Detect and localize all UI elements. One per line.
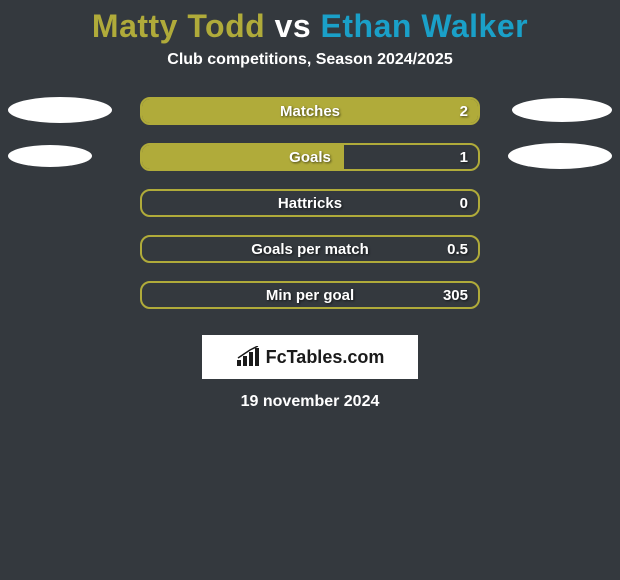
stat-bar: Goals per match0.5: [140, 235, 480, 263]
stat-label: Hattricks: [142, 195, 478, 212]
stat-row: Hattricks0: [0, 189, 620, 235]
stat-bar: Min per goal305: [140, 281, 480, 309]
stat-label: Goals per match: [142, 241, 478, 258]
stat-value: 1: [460, 149, 468, 166]
player2-name: Ethan Walker: [321, 8, 529, 44]
stat-row: Matches2: [0, 97, 620, 143]
date-label: 19 november 2024: [0, 393, 620, 411]
stat-row: Goals per match0.5: [0, 235, 620, 281]
left-ellipse: [8, 145, 92, 167]
stat-label: Goals: [142, 149, 478, 166]
left-ellipse: [8, 97, 112, 123]
stats-chart: Matches2Goals1Hattricks0Goals per match0…: [0, 69, 620, 327]
comparison-title: Matty Todd vs Ethan Walker: [0, 0, 620, 45]
subtitle: Club competitions, Season 2024/2025: [0, 51, 620, 69]
stat-bar: Hattricks0: [140, 189, 480, 217]
bar-chart-icon: [236, 346, 262, 368]
stat-bar: Matches2: [140, 97, 480, 125]
stat-value: 0: [460, 195, 468, 212]
stat-label: Matches: [142, 103, 478, 120]
stat-value: 2: [460, 103, 468, 120]
stat-row: Min per goal305: [0, 281, 620, 327]
stat-value: 305: [443, 287, 468, 304]
vs-label: vs: [275, 8, 312, 44]
stat-row: Goals1: [0, 143, 620, 189]
stat-bar: Goals1: [140, 143, 480, 171]
player1-name: Matty Todd: [92, 8, 265, 44]
fctables-logo: FcTables.com: [202, 335, 418, 379]
right-ellipse: [512, 98, 612, 122]
stat-label: Min per goal: [142, 287, 478, 304]
right-ellipse: [508, 143, 612, 169]
stat-value: 0.5: [447, 241, 468, 258]
logo-text: FcTables.com: [266, 347, 385, 368]
